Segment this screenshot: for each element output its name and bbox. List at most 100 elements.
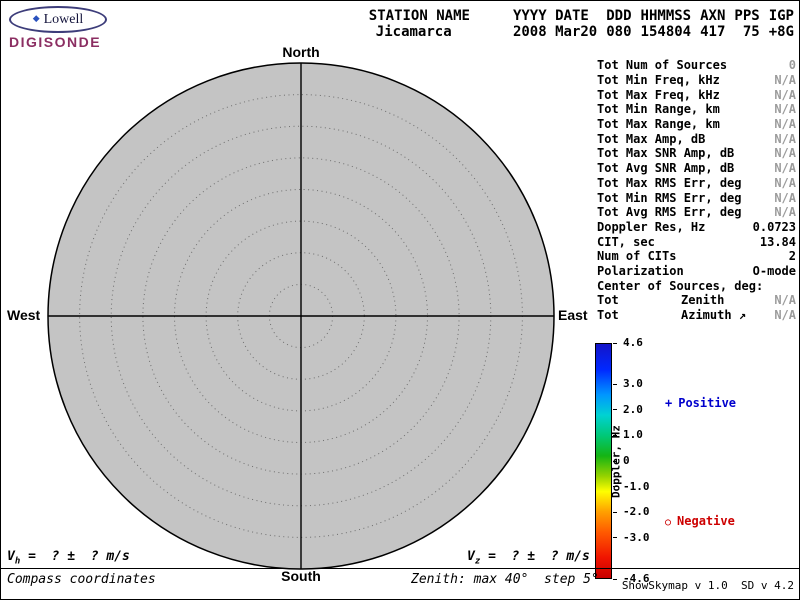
colorbar-tick-label: -4.6: [623, 572, 650, 585]
colorbar-tick-label: -3.0: [623, 530, 650, 544]
legend-positive-label: Positive: [678, 396, 737, 410]
colorbar-tick-label: 4.6: [623, 336, 643, 349]
stat-row: Doppler Res, Hz 0.0723: [597, 220, 796, 235]
colorbar-tick-label: -1.0: [623, 479, 650, 493]
vz-subscript: z: [474, 556, 481, 567]
stat-label: CIT, sec: [597, 234, 655, 249]
header-field-value: 080: [606, 24, 632, 40]
stat-label: Tot Min Range, km: [597, 102, 720, 117]
header-field-label: AXN: [700, 8, 726, 24]
colorbar-tick-label: 3.0: [623, 377, 643, 391]
stat-value: N/A: [774, 117, 796, 132]
header-field-station-name: STATION NAME Jicamarca: [369, 8, 470, 40]
header-field-value: 154804: [640, 24, 692, 40]
stat-row: Tot Avg RMS Err, deg N/A: [597, 205, 796, 220]
stat-value: N/A: [774, 87, 796, 102]
header-field-hhmmss: HHMMSS 154804: [641, 8, 692, 40]
stat-row: Tot Min RMS Err, deg N/A: [597, 190, 796, 205]
header-field-pps: PPS 75: [734, 8, 759, 40]
colorbar-tick-mark: [613, 342, 617, 344]
header-field-label: DDD: [606, 8, 632, 24]
header-field-label: HHMMSS: [640, 8, 692, 24]
colorbar-tick-label: 0: [623, 454, 630, 467]
stat-label: Num of CITs: [597, 249, 677, 264]
header-field-value: 417: [700, 24, 726, 40]
colorbar-tick-label: -2.0: [623, 505, 650, 519]
stat-row: Center of Sources, deg:: [597, 278, 796, 293]
stat-value: N/A: [774, 73, 796, 88]
stat-value: N/A: [774, 308, 796, 323]
vz-value: = ? ± ? m/s: [480, 549, 590, 564]
footer-divider: [1, 568, 799, 569]
stat-row: Tot Min Range, km N/A: [597, 102, 796, 117]
colorbar-tick-mark: [613, 460, 617, 462]
header-field-value: Jicamarca: [375, 24, 452, 40]
stat-value: N/A: [774, 131, 796, 146]
header-field-yyyy-date: YYYY DATE 2008 Mar20: [513, 8, 597, 40]
vh-readout: Vh = ? ± ? m/s: [7, 549, 130, 567]
colorbar-tick-label: 1.0: [623, 428, 643, 442]
stat-value: 0.0723: [752, 219, 796, 234]
skymap-plot: [47, 62, 555, 570]
stat-label: Tot Max Freq, kHz: [597, 87, 720, 102]
legend-negative-label: Negative: [677, 514, 735, 528]
stat-row: Tot Min Freq, kHz N/A: [597, 73, 796, 88]
stat-label: Tot Min RMS Err, deg: [597, 190, 742, 205]
colorbar-tick-mark: [613, 511, 617, 513]
stat-label: Tot Max Amp, dB: [597, 131, 706, 146]
colorbar-tick-mark: [613, 537, 617, 539]
compass-south-label: South: [281, 568, 321, 584]
stat-value: N/A: [774, 146, 796, 161]
totals-panel: Tot Num of Sources 0 Tot Min Freq, kHz N/A T…: [597, 58, 796, 322]
stat-label: Doppler Res, Hz: [597, 219, 706, 234]
header-field-label: YYYY DATE: [512, 8, 589, 24]
stat-row: CIT, sec 13.84: [597, 234, 796, 249]
header-field-igp: IGP +8G: [769, 8, 794, 40]
stat-row: Tot Max RMS Err, deg N/A: [597, 176, 796, 191]
lowell-logo: ◆ Lowell: [9, 6, 107, 33]
stat-label: Tot: [597, 293, 619, 308]
header-field-label: PPS: [734, 8, 760, 24]
colorbar-title: Doppler, Hz: [609, 425, 623, 498]
stat-value: N/A: [774, 175, 796, 190]
lowell-logo-text: Lowell: [43, 11, 84, 27]
header-field-label: IGP: [768, 8, 794, 24]
stat-row: Polarization O-mode: [597, 264, 796, 279]
coordinates-note: Compass coordinates: [7, 572, 156, 587]
stat-label: Tot Max SNR Amp, dB: [597, 146, 735, 161]
station-header: STATION NAME Jicamarca YYYY DATE 2008 Mar20…: [369, 8, 794, 40]
stat-value: 0: [788, 58, 796, 73]
stat-label: Tot Max RMS Err, deg: [597, 175, 742, 190]
header-field-value: 75: [742, 24, 760, 40]
stat-row: Tot Max Freq, kHz N/A: [597, 87, 796, 102]
vh-subscript: h: [14, 556, 21, 567]
stat-value: N/A: [774, 161, 796, 176]
zenith-scale-note: Zenith: max 40° step 5°: [411, 572, 599, 587]
compass-north-label: North: [282, 44, 320, 60]
stat-value: N/A: [774, 205, 796, 220]
colorbar-tick-mark: [613, 434, 617, 436]
stat-label: Tot Max Range, km: [597, 117, 720, 132]
digisonde-wordmark: DIGISONDE: [9, 34, 102, 50]
colorbar-tick-mark: [613, 486, 617, 488]
stat-sublabel: Zenith: [681, 293, 725, 308]
stat-value: 2: [788, 249, 796, 264]
stat-label: Tot Avg RMS Err, deg: [597, 205, 742, 220]
colorbar-tick-mark: [613, 578, 617, 580]
stat-value: N/A: [774, 293, 796, 308]
stat-value: O-mode: [752, 263, 796, 278]
open-circle-icon: ○: [665, 517, 672, 528]
header-field-value: 2008 Mar20: [512, 24, 598, 40]
compass-east-label: East: [558, 307, 588, 323]
colorbar-gradient: [595, 343, 612, 579]
stat-value: N/A: [774, 102, 796, 117]
stat-label: Tot Num of Sources: [597, 58, 728, 73]
stat-label: Tot Avg SNR Amp, dB: [597, 161, 735, 176]
stat-row: Num of CITs 2: [597, 249, 796, 264]
vz-symbol: V: [467, 549, 475, 564]
colorbar-tick-label: 2.0: [623, 402, 643, 416]
stat-label: Center of Sources, deg:: [597, 278, 764, 293]
header-field-axn: AXN 417: [700, 8, 725, 40]
doppler-colorbar: 4.6 3.0 2.0 1.0 0 -1.0 -2.0 -3.0 -4.6: [595, 337, 715, 585]
